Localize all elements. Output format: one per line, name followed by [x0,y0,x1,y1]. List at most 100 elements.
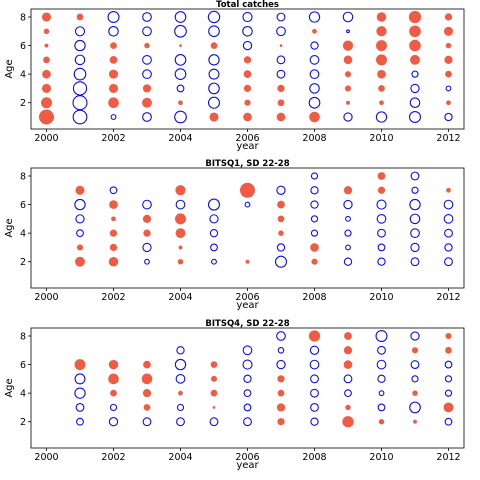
bubble-negative [174,358,187,371]
bubble-negative [377,257,386,266]
bubble-negative [107,10,120,24]
bubble-positive [346,100,350,105]
bubble-negative [443,213,454,224]
bubble-positive [110,42,117,49]
x-axis-label: year [236,300,259,311]
bubble-positive [376,54,387,66]
y-axis-label: Age [4,218,15,237]
bubble-negative [75,214,85,224]
bubble-negative [342,11,354,23]
bubble-negative [74,373,86,385]
bubble-positive [243,84,252,93]
y-tick-label: 8 [20,13,26,24]
bubble-positive [377,186,386,194]
y-tick-label: 4 [20,229,26,240]
bubble-positive [412,390,418,396]
bubble-positive [178,100,183,106]
bubble-positive [240,182,255,198]
bubble-positive [109,55,118,64]
bubble-negative [110,114,117,120]
x-tick-label: 2000 [34,292,58,303]
y-tick-label: 8 [20,332,26,343]
bubble-negative [244,201,251,208]
x-tick-label: 2002 [101,133,125,144]
chart-panel-1: Total catches 2000 2002 2004 2006 2008 2010 201… [4,0,465,152]
bubble-negative [242,25,253,37]
bubble-negative [176,417,185,427]
bubble-positive [410,54,420,65]
bubble-negative [377,403,386,412]
bubble-negative [242,345,253,356]
bubble-negative [409,198,421,211]
bubble-negative [343,257,353,266]
bubble-negative [309,83,320,94]
bubble-negative [276,26,286,37]
bubble-positive [446,100,451,106]
bubble-positive [210,389,218,397]
bubble-negative [108,25,119,37]
bubble-negative [74,387,86,399]
bubble-positive [444,55,453,64]
bubble-negative [72,109,88,125]
bubble-positive [244,99,251,106]
bubble-negative [176,403,185,412]
bubble-positive [276,112,286,122]
bubble-positive [111,216,116,222]
bubble-negative [444,228,453,238]
bubble-positive [378,418,385,425]
bubble-positive [445,332,452,340]
bubble-positive [343,346,353,355]
bubble-negative [242,11,253,23]
bubble-positive [108,256,119,267]
bubble-negative [344,229,352,237]
bubble-negative [310,374,319,384]
bubble-positive [109,229,118,237]
bubble-negative [276,359,286,370]
y-tick-label: 6 [20,360,26,371]
bubble-positive [343,186,353,195]
bubble-positive [75,185,85,195]
x-tick-label: 2004 [168,133,192,144]
bubble-negative [310,403,319,412]
bubble-negative [209,214,219,224]
bubble-positive [142,84,152,93]
bubble-positive [408,10,422,24]
bubble-negative [410,331,420,341]
bubble-positive [377,69,386,79]
bubble-positive [343,360,353,369]
bubble-positive [209,112,219,122]
x-tick-label: 2008 [302,292,326,303]
bubble-positive [309,111,320,123]
bubble-positive [143,360,151,369]
bubble-positive [175,228,186,239]
y-tick-label: 6 [20,41,26,52]
bubble-positive [243,56,252,64]
bubble-positive [175,185,186,196]
bubble-negative [377,374,386,384]
bubble-positive [109,200,118,209]
y-axis-label: Age [4,378,15,397]
bubble-positive [245,259,250,264]
bubble-negative [378,390,385,397]
bubble-negative [444,360,453,369]
x-tick-label: 2010 [369,452,393,463]
bubble-positive [413,419,417,424]
x-tick-label: 2004 [168,292,192,303]
bubble-positive [243,112,252,122]
bubble-negative [242,359,253,370]
x-tick-label: 2010 [369,292,393,303]
bubble-positive [75,256,85,267]
bubble-negative [175,199,186,210]
bubble-positive [41,97,52,109]
bubble-positive [277,215,285,223]
bubble-negative [309,345,320,355]
bubble-negative [345,215,351,222]
bubble-negative [142,69,152,80]
bubble-negative [375,111,388,123]
bubble-negative [409,401,421,414]
y-tick-label: 2 [20,98,26,109]
bubble-positive [178,245,183,250]
bubble-positive [411,347,419,354]
bubble-negative [72,95,88,111]
bubble-negative [72,81,88,96]
